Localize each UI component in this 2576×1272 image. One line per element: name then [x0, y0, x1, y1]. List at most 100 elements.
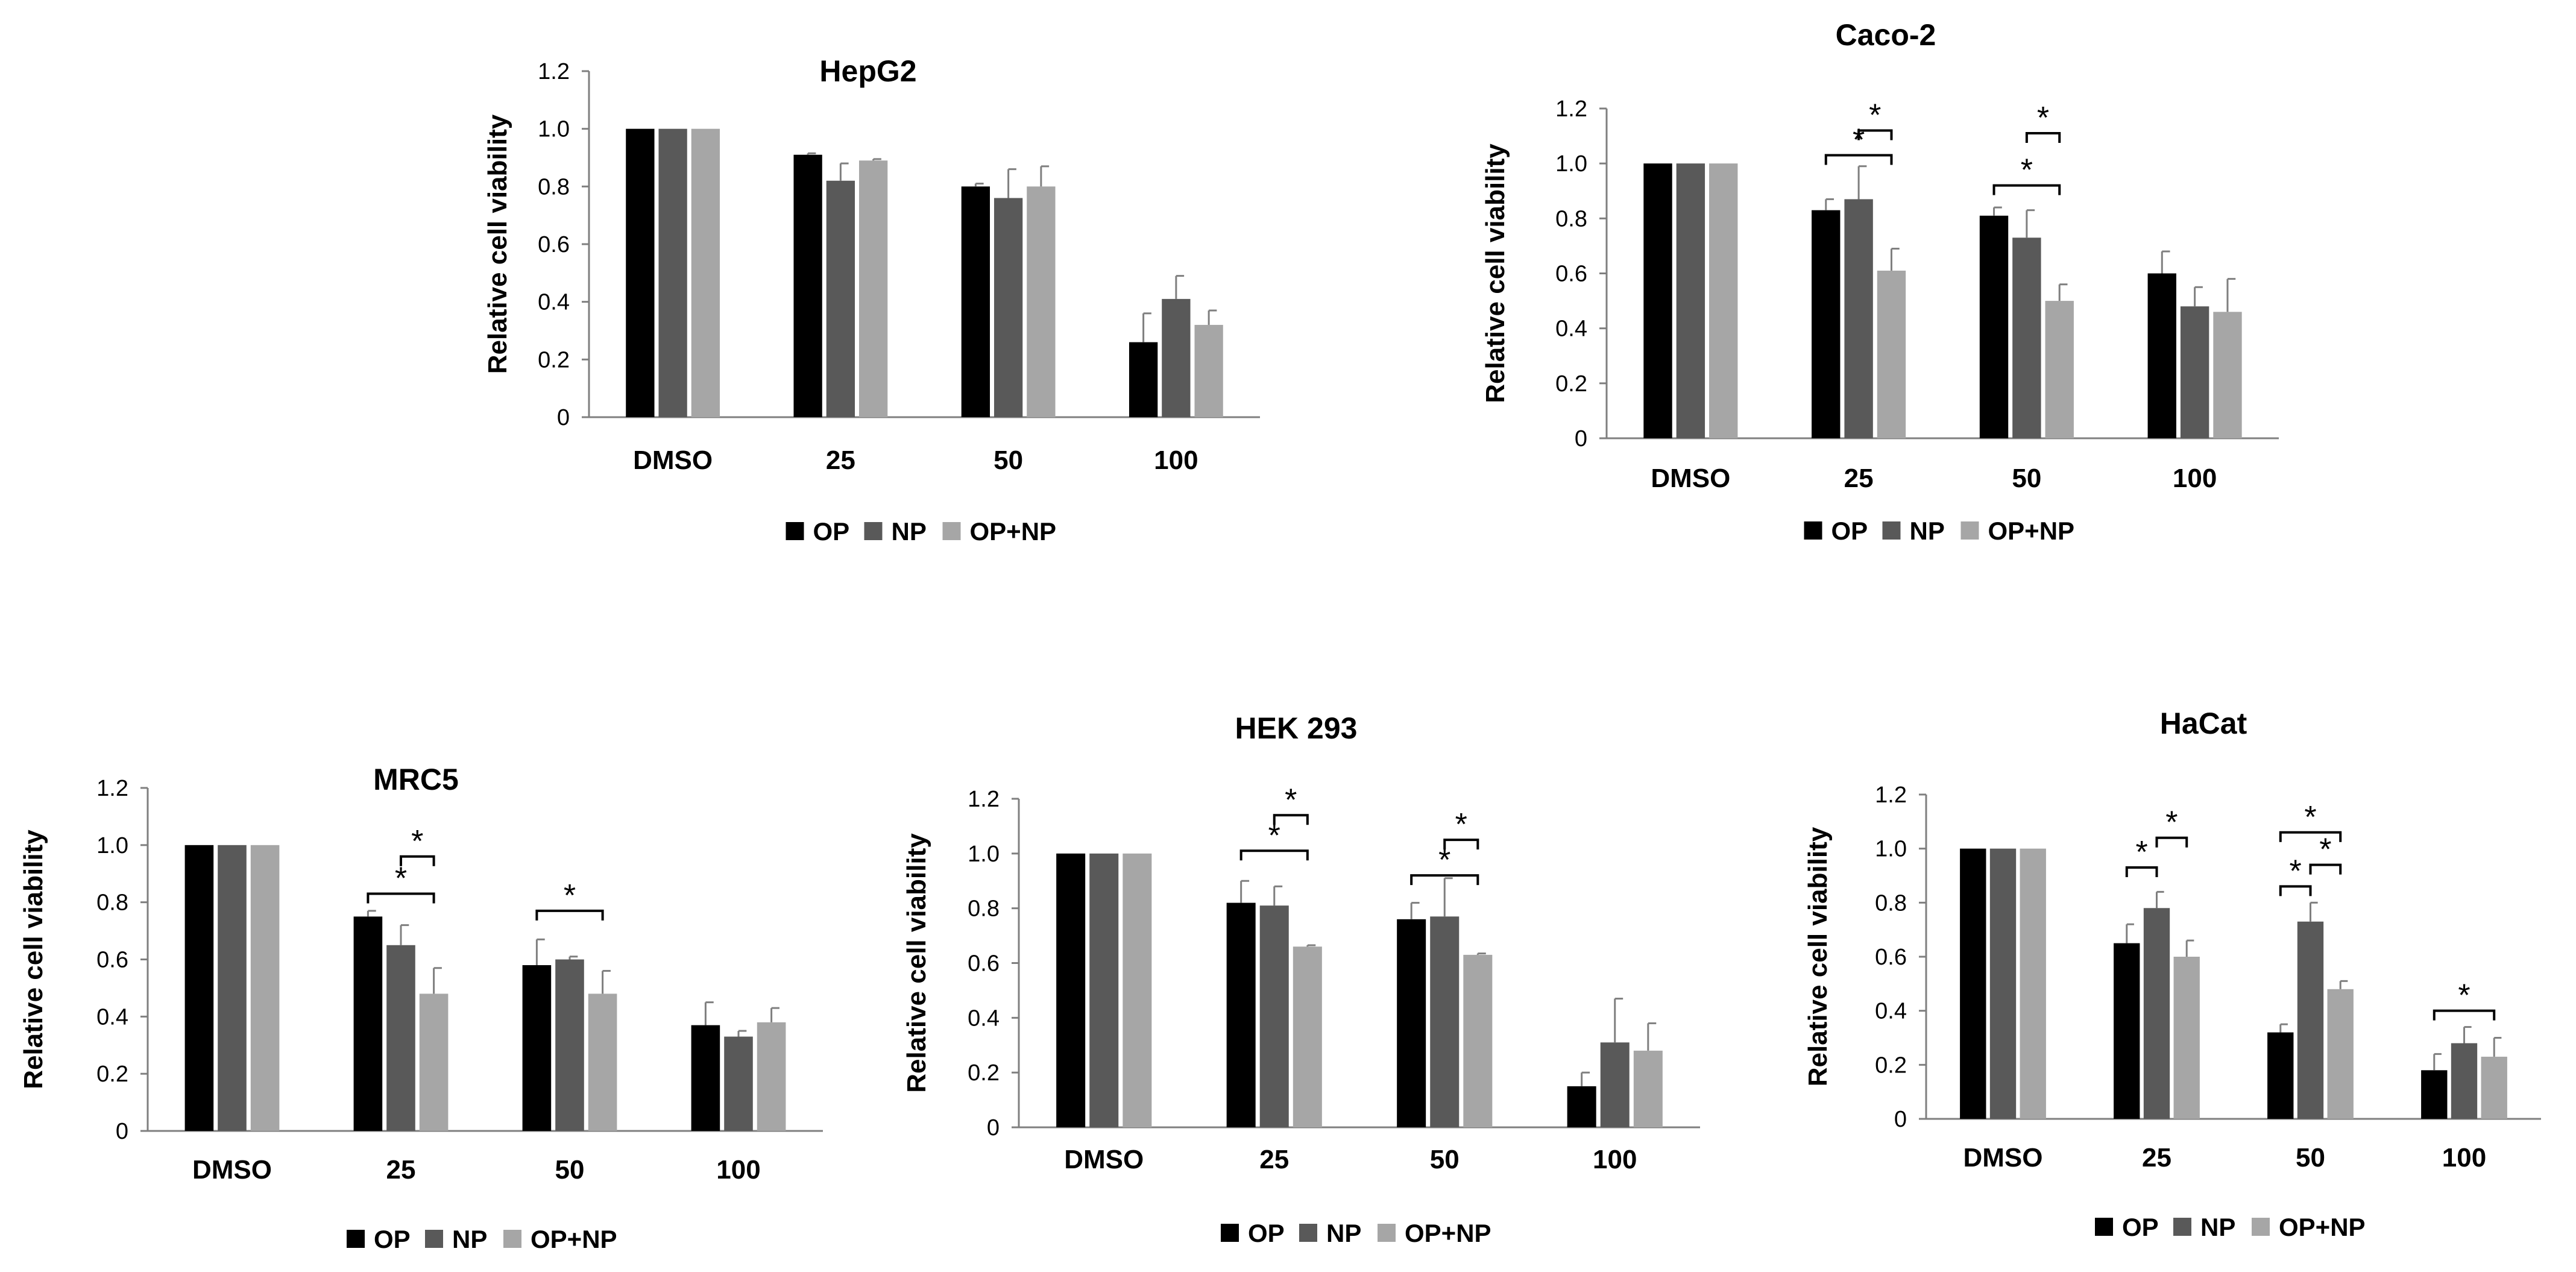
y-axis-label: Relative cell viability [902, 833, 931, 1093]
bar-op-dmso [626, 128, 655, 417]
legend-label-np: NP [1910, 517, 1945, 545]
x-tick-label: 100 [1593, 1145, 1637, 1174]
x-tick-label: 25 [1259, 1145, 1289, 1174]
y-tick-label: 0.4 [96, 1004, 128, 1030]
significance-bracket [2125, 866, 2158, 878]
bar-np-50 [1430, 916, 1460, 1127]
legend-label-np: NP [892, 517, 927, 546]
significance-star: * [1853, 122, 1865, 157]
legend-label-op-plus-np: OP+NP [531, 1225, 617, 1253]
legend-label-np: NP [452, 1225, 487, 1253]
bar-op-plus-np-dmso [1709, 163, 1738, 438]
bar-np-25 [386, 945, 415, 1131]
x-tick-label: 100 [1154, 446, 1198, 475]
significance-star: * [1455, 807, 1467, 842]
y-tick-label: 0.2 [968, 1060, 1000, 1086]
bar-op-plus-np-100 [2213, 312, 2242, 438]
y-tick-label: 0.8 [538, 174, 570, 200]
legend-label-op-plus-np: OP+NP [970, 517, 1057, 546]
y-tick-label: 0.8 [1555, 206, 1587, 231]
legend-swatch-np [864, 522, 883, 540]
y-tick-label: 0.2 [1875, 1053, 1907, 1078]
bar-np-50 [2012, 238, 2041, 438]
chart-title: HaCat [2160, 707, 2247, 740]
y-tick-label: 1.0 [538, 117, 570, 142]
x-tick-label: 25 [1844, 464, 1874, 493]
chart-hepg2: HepG2 Relative cell viability 0 0.2 0.4 0.6 0.… [483, 54, 1260, 546]
chart-title: HEK 293 [1235, 711, 1358, 745]
significance-bracket [1273, 814, 1309, 825]
bar-np-100 [724, 1036, 753, 1131]
y-tick-label: 1.0 [1555, 151, 1587, 177]
significance-bracket [1443, 839, 1479, 850]
bar-op-dmso [1643, 163, 1672, 438]
bar-np-50 [2297, 921, 2324, 1119]
bar-np-100 [1600, 1042, 1630, 1127]
x-tick-label: DMSO [192, 1155, 272, 1185]
significance-star: * [1285, 782, 1297, 817]
significance-star: * [2037, 101, 2049, 136]
y-tick-label: 0 [557, 405, 570, 430]
legend: OP NP OP+NP [2095, 1213, 2366, 1241]
bar-op-plus-np-dmso [250, 845, 280, 1131]
y-tick-label: 0.4 [1875, 999, 1907, 1024]
y-tick-label: 0.8 [96, 890, 128, 916]
legend-label-op-plus-np: OP+NP [2279, 1213, 2366, 1241]
significance-star: * [2290, 854, 2302, 889]
y-tick-label: 0.2 [538, 347, 570, 373]
x-tick-label: 50 [2296, 1143, 2325, 1173]
y-axis-label: Relative cell viability [483, 114, 512, 374]
y-tick-label: 1.0 [1875, 837, 1907, 862]
y-tick-label: 0.4 [968, 1006, 1000, 1031]
x-tick-label: DMSO [633, 446, 713, 475]
legend-swatch-np [425, 1230, 443, 1248]
bar-op-50 [522, 965, 552, 1131]
y-tick-label: 1.2 [538, 59, 570, 84]
bar-np-25 [1844, 199, 1873, 438]
legend-label-op: OP [374, 1225, 411, 1253]
significance-star: * [2458, 978, 2470, 1013]
y-tick-label: 0.4 [1555, 316, 1587, 342]
x-tick-label: 25 [2142, 1143, 2171, 1173]
significance-star: * [2319, 833, 2331, 867]
y-tick-label: 0.8 [1875, 890, 1907, 916]
y-tick-label: 1.0 [968, 842, 1000, 867]
significance-bracket [1239, 849, 1309, 861]
bar-op-100 [2147, 273, 2176, 438]
y-tick-label: 1.2 [1555, 96, 1587, 122]
y-tick-label: 0 [1575, 426, 1587, 452]
significance-bracket [2309, 863, 2342, 875]
bar-op-plus-np-25 [1877, 270, 1906, 438]
significance-bracket [400, 855, 435, 866]
x-tick-label: DMSO [1963, 1143, 2043, 1173]
legend-label-np: NP [2200, 1213, 2235, 1241]
y-tick-label: 0.6 [96, 948, 128, 973]
significance-star: * [2304, 800, 2316, 835]
legend-swatch-op-plus-np [2252, 1218, 2270, 1236]
x-tick-label: 50 [1430, 1145, 1460, 1174]
bar-op-100 [1129, 342, 1158, 417]
y-tick-label: 0.6 [1875, 945, 1907, 970]
significance-star: * [1438, 843, 1450, 878]
legend-swatch-np [2173, 1218, 2191, 1236]
significance-bracket [2433, 1009, 2496, 1021]
bar-op-plus-np-50 [2327, 989, 2354, 1119]
bar-op-plus-np-100 [2481, 1056, 2507, 1119]
bar-np-25 [826, 180, 855, 417]
y-tick-label: 0.4 [538, 290, 570, 315]
chart-hek293: HEK 293 Relative cell viability 0 0.2 0.4 0.6… [902, 711, 1700, 1247]
bar-op-plus-np-dmso [2020, 848, 2046, 1119]
bar-op-dmso [1056, 853, 1086, 1127]
significance-star: * [395, 861, 407, 896]
y-axis-label: Relative cell viability [1803, 826, 1833, 1086]
bar-op-dmso [1960, 848, 1986, 1119]
bar-np-dmso [218, 845, 247, 1131]
legend-swatch-op [347, 1230, 365, 1248]
bar-op-plus-np-dmso [691, 128, 720, 417]
x-tick-label: 25 [386, 1155, 416, 1185]
significance-bracket [1857, 129, 1893, 140]
bar-op-plus-np-100 [757, 1022, 786, 1131]
legend-label-op: OP [2122, 1213, 2159, 1241]
significance-star: * [2136, 835, 2148, 870]
significance-bracket [2155, 836, 2188, 848]
